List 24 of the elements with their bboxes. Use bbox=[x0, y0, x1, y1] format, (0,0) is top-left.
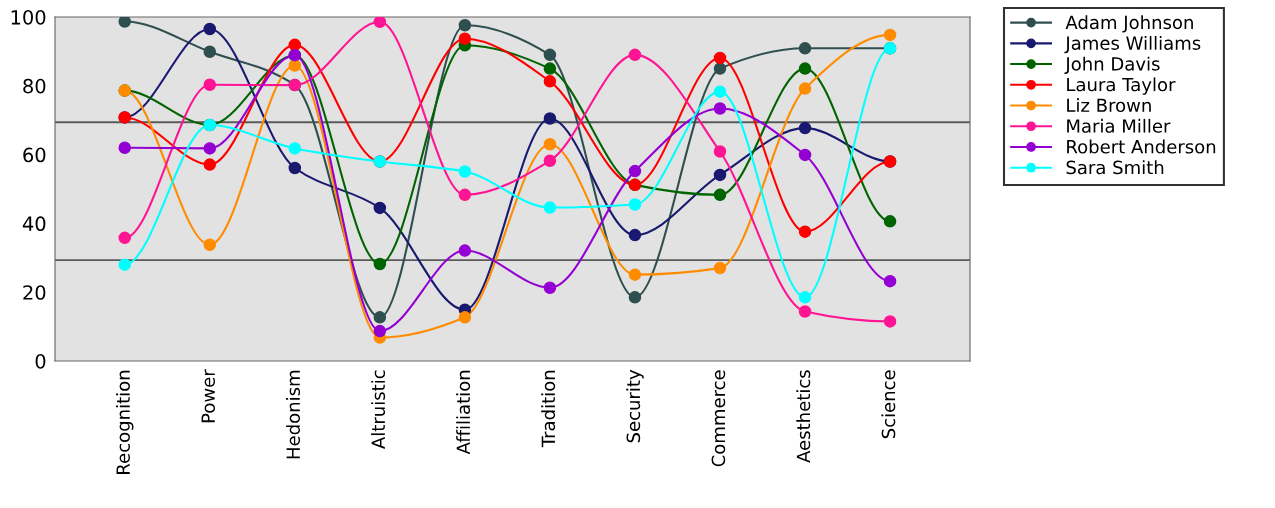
y-tick-label: 60 bbox=[23, 147, 46, 163]
x-tick-label: Aesthetics bbox=[796, 370, 811, 463]
y-tick-label: 20 bbox=[23, 285, 46, 300]
x-tick-label: Science bbox=[881, 370, 896, 439]
y-tick-label: 0 bbox=[35, 353, 46, 369]
x-tick-label: Security bbox=[626, 369, 644, 443]
x-tick-label: Tradition bbox=[541, 370, 556, 448]
x-tick-label: Commerce bbox=[711, 370, 726, 467]
legend-label: Liz Brown bbox=[1067, 98, 1151, 113]
x-tick-label: Altruistic bbox=[371, 370, 386, 449]
legend-label: James Williams bbox=[1064, 35, 1201, 54]
legend-label: Sara Smith bbox=[1066, 160, 1164, 175]
x-tick-label: Recognition bbox=[115, 370, 134, 474]
legend-label: Robert Anderson bbox=[1067, 139, 1216, 154]
legend-label: Maria Miller bbox=[1067, 118, 1171, 133]
y-tick-label: 100 bbox=[11, 9, 46, 25]
y-tick-label: 40 bbox=[22, 216, 46, 232]
y-tick-label: 80 bbox=[23, 78, 46, 94]
x-tick-label: Hedonism bbox=[286, 370, 301, 459]
legend-label: John Davis bbox=[1064, 56, 1160, 74]
x-tick-label: Affiliation bbox=[456, 370, 471, 455]
legend-label: Adam Johnson bbox=[1065, 15, 1193, 33]
legend-label: Laura Taylor bbox=[1067, 77, 1176, 95]
x-tick-label: Power bbox=[201, 369, 216, 423]
